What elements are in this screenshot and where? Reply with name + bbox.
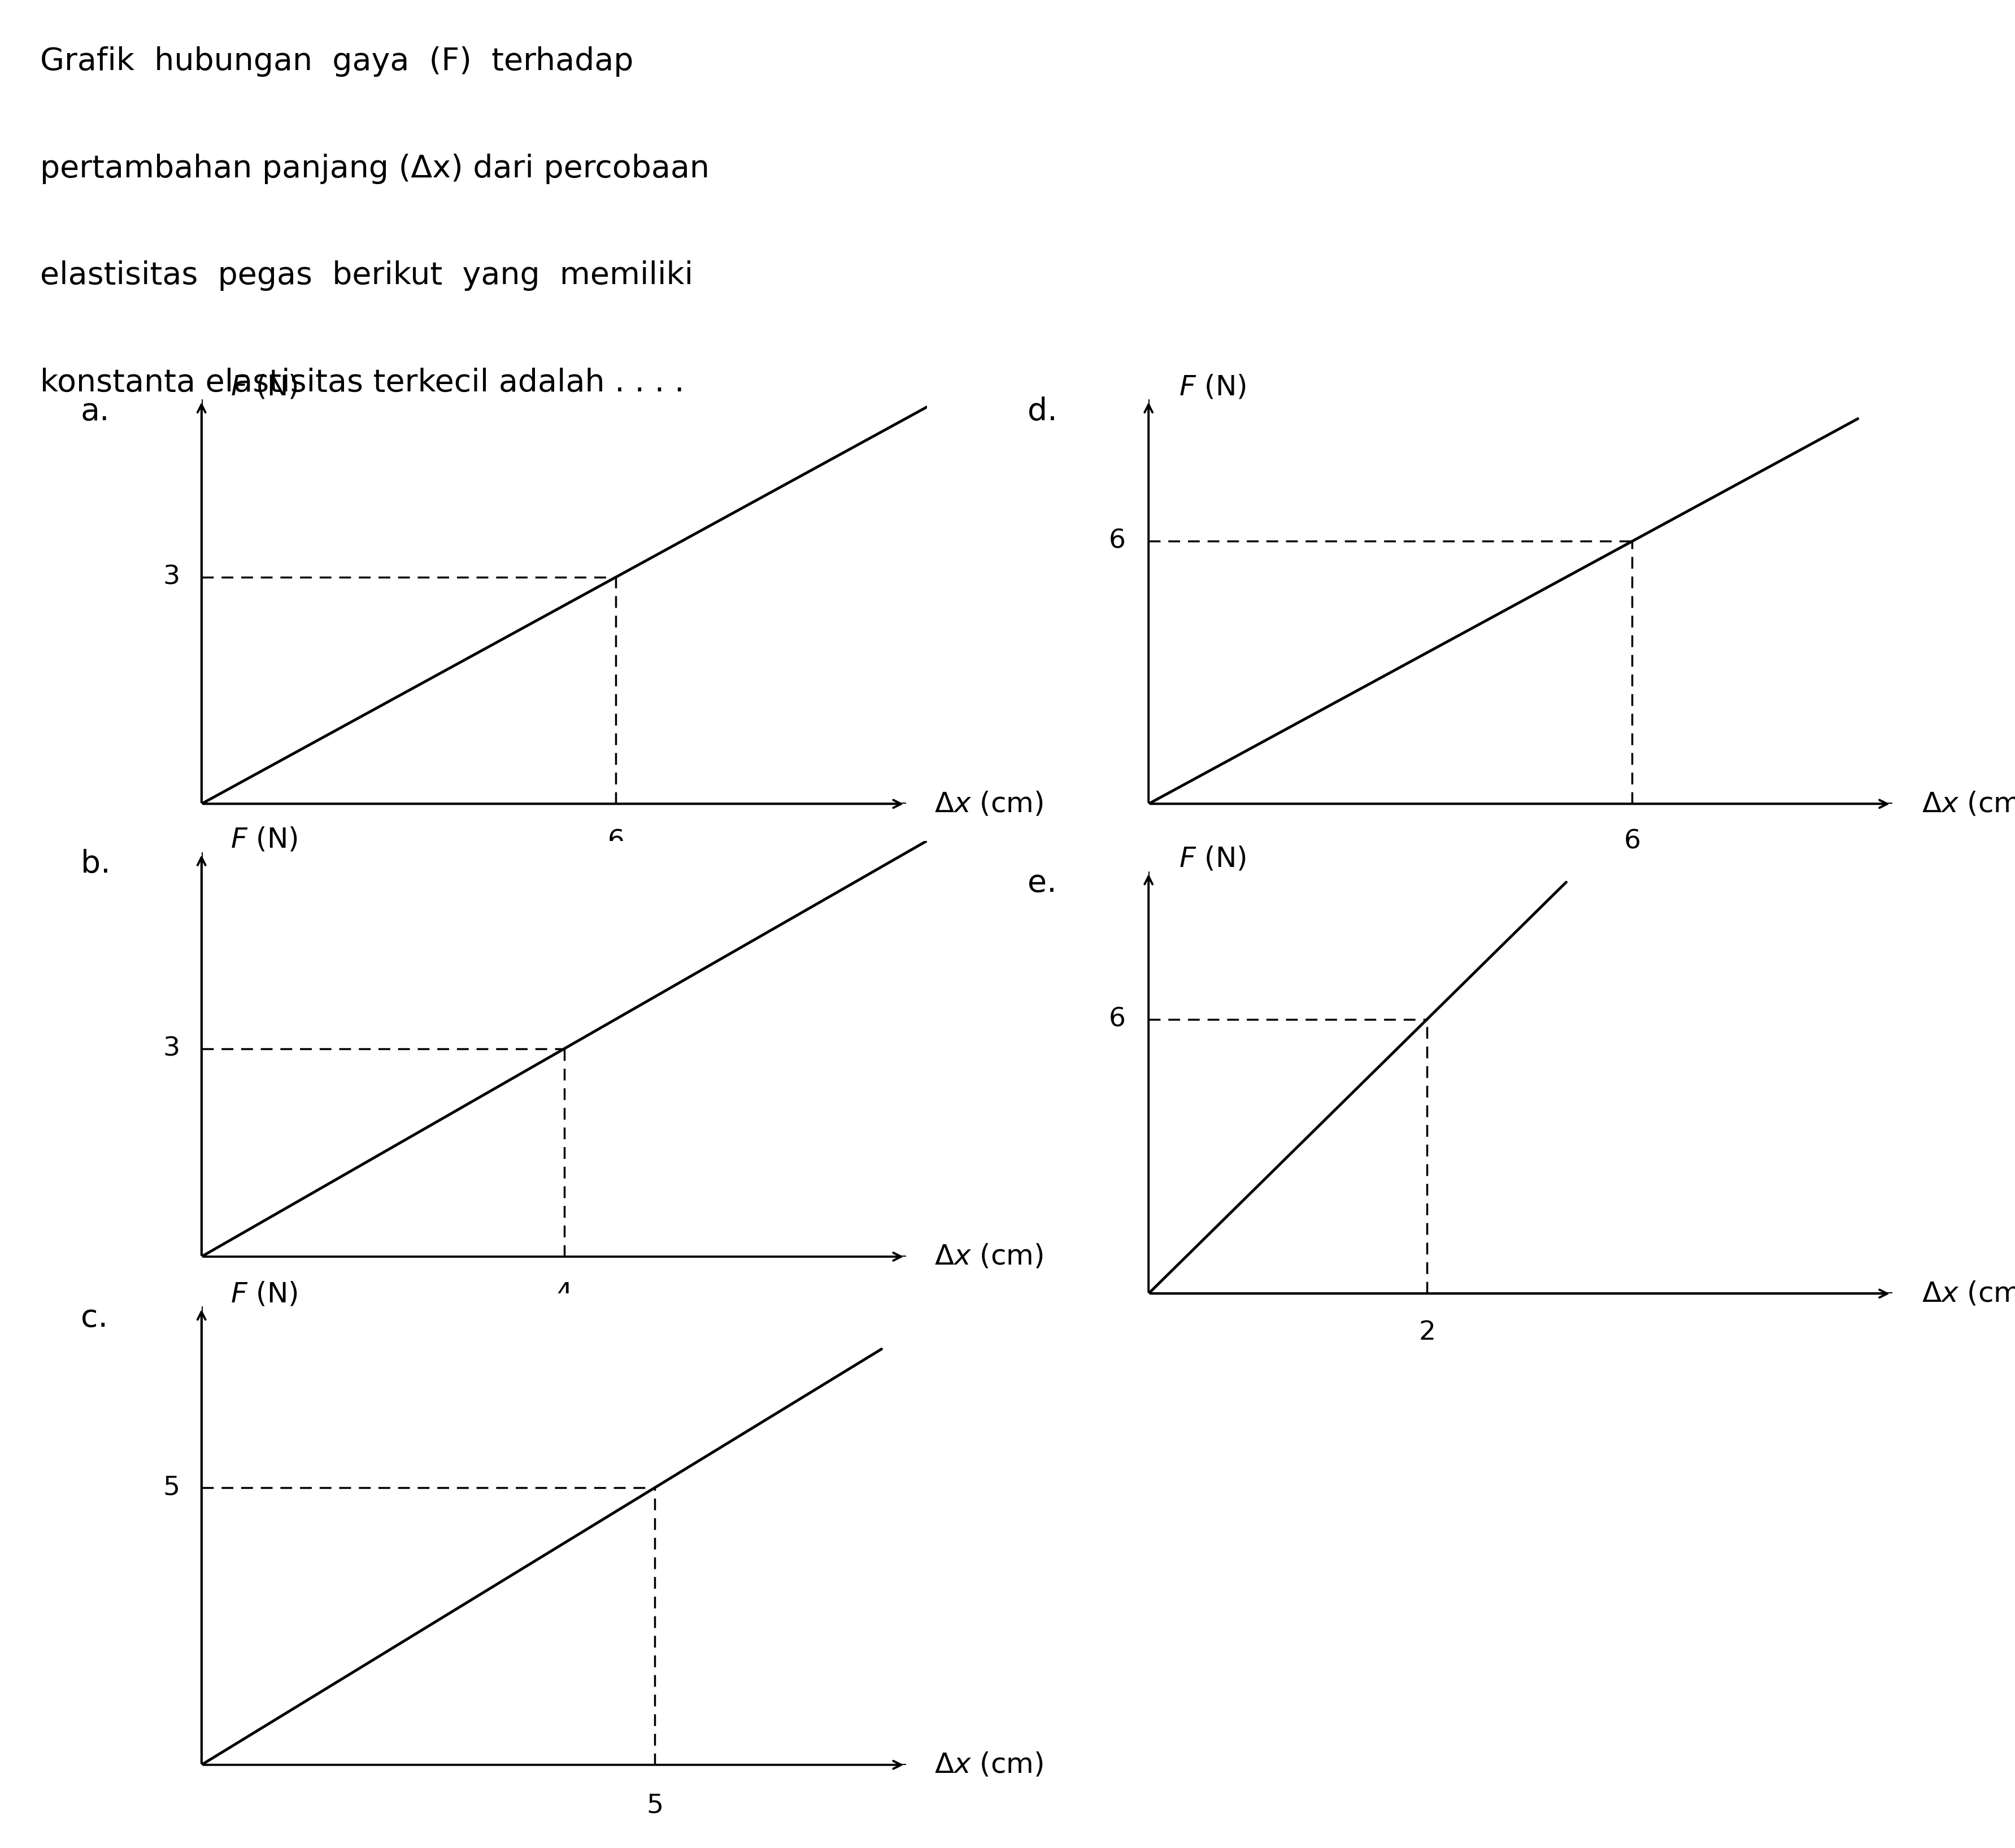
Text: $F$ (N): $F$ (N) <box>1179 373 1247 401</box>
Text: a.: a. <box>81 397 109 427</box>
Text: Grafik  hubungan  gaya  (F)  terhadap: Grafik hubungan gaya (F) terhadap <box>40 46 633 78</box>
Text: $\Delta x$ (cm): $\Delta x$ (cm) <box>1922 791 2015 817</box>
Text: pertambahan panjang (Δx) dari percobaan: pertambahan panjang (Δx) dari percobaan <box>40 153 709 185</box>
Text: 5: 5 <box>647 1793 663 1818</box>
Text: $F$ (N): $F$ (N) <box>1179 845 1247 872</box>
Text: elastisitas  pegas  berikut  yang  memiliki: elastisitas pegas berikut yang memiliki <box>40 261 693 292</box>
Text: b.: b. <box>81 850 111 880</box>
Text: c.: c. <box>81 1303 107 1334</box>
Text: 2: 2 <box>1419 1319 1435 1345</box>
Text: konstanta elastisitas terkecil adalah . . . .: konstanta elastisitas terkecil adalah . … <box>40 368 685 399</box>
Text: $F$ (N): $F$ (N) <box>230 826 298 854</box>
Text: 3: 3 <box>163 564 179 590</box>
Text: $\Delta x$ (cm): $\Delta x$ (cm) <box>935 791 1044 817</box>
Text: 6: 6 <box>1624 828 1640 854</box>
Text: $\Delta x$ (cm): $\Delta x$ (cm) <box>935 1752 1044 1778</box>
Text: $\Delta x$ (cm): $\Delta x$ (cm) <box>935 1244 1044 1270</box>
Text: $\Delta x$ (cm): $\Delta x$ (cm) <box>1922 1281 2015 1307</box>
Text: 5: 5 <box>163 1475 179 1501</box>
Text: $F$ (N): $F$ (N) <box>230 373 298 401</box>
Text: 6: 6 <box>1108 1007 1126 1031</box>
Text: 6: 6 <box>609 828 625 854</box>
Text: e.: e. <box>1028 869 1058 898</box>
Text: $F$ (N): $F$ (N) <box>230 1281 298 1308</box>
Text: 3: 3 <box>163 1037 179 1061</box>
Text: d.: d. <box>1028 397 1058 427</box>
Text: 6: 6 <box>1108 529 1126 554</box>
Text: 4: 4 <box>556 1283 572 1307</box>
